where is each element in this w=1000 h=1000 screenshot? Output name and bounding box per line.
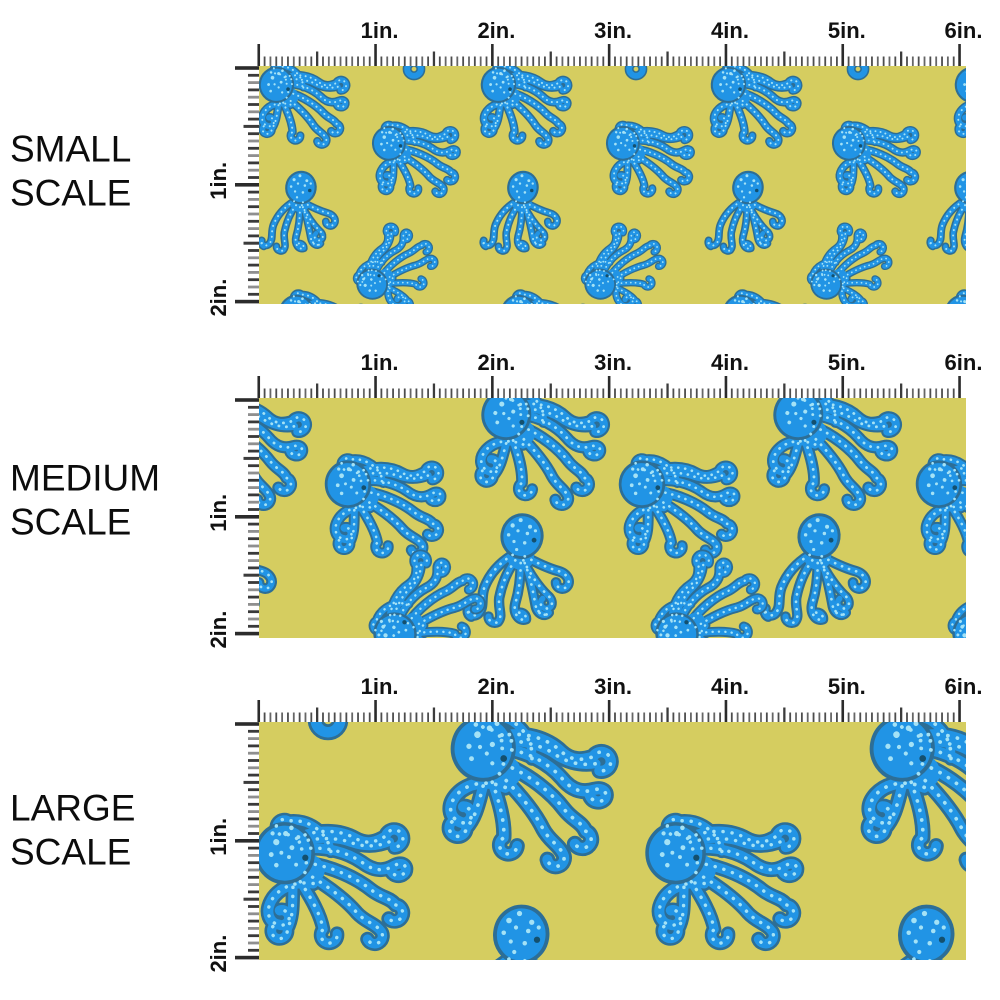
svg-text:6in.: 6in. bbox=[945, 350, 983, 375]
svg-text:1in.: 1in. bbox=[206, 818, 231, 856]
svg-text:4in.: 4in. bbox=[711, 350, 749, 375]
svg-text:1in.: 1in. bbox=[361, 350, 399, 375]
svg-text:3in.: 3in. bbox=[594, 350, 632, 375]
svg-text:6in.: 6in. bbox=[945, 18, 983, 43]
svg-text:3in.: 3in. bbox=[594, 18, 632, 43]
svg-text:1in.: 1in. bbox=[361, 18, 399, 43]
svg-text:1in.: 1in. bbox=[206, 494, 231, 532]
svg-text:SCALE: SCALE bbox=[10, 832, 131, 873]
svg-text:5in.: 5in. bbox=[828, 350, 866, 375]
svg-text:3in.: 3in. bbox=[594, 674, 632, 699]
svg-text:2in.: 2in. bbox=[206, 611, 231, 649]
svg-text:SCALE: SCALE bbox=[10, 173, 131, 214]
svg-text:SMALL: SMALL bbox=[10, 129, 131, 170]
svg-text:5in.: 5in. bbox=[828, 18, 866, 43]
svg-text:SCALE: SCALE bbox=[10, 502, 131, 543]
svg-text:4in.: 4in. bbox=[711, 674, 749, 699]
svg-text:1in.: 1in. bbox=[361, 674, 399, 699]
svg-text:4in.: 4in. bbox=[711, 18, 749, 43]
svg-text:2in.: 2in. bbox=[477, 674, 515, 699]
svg-text:1in.: 1in. bbox=[206, 162, 231, 200]
svg-text:6in.: 6in. bbox=[945, 674, 983, 699]
svg-text:MEDIUM: MEDIUM bbox=[10, 458, 160, 499]
svg-text:2in.: 2in. bbox=[477, 18, 515, 43]
svg-text:LARGE: LARGE bbox=[10, 788, 135, 829]
svg-text:2in.: 2in. bbox=[206, 935, 231, 973]
svg-text:5in.: 5in. bbox=[828, 674, 866, 699]
svg-text:2in.: 2in. bbox=[206, 279, 231, 317]
svg-text:2in.: 2in. bbox=[477, 350, 515, 375]
